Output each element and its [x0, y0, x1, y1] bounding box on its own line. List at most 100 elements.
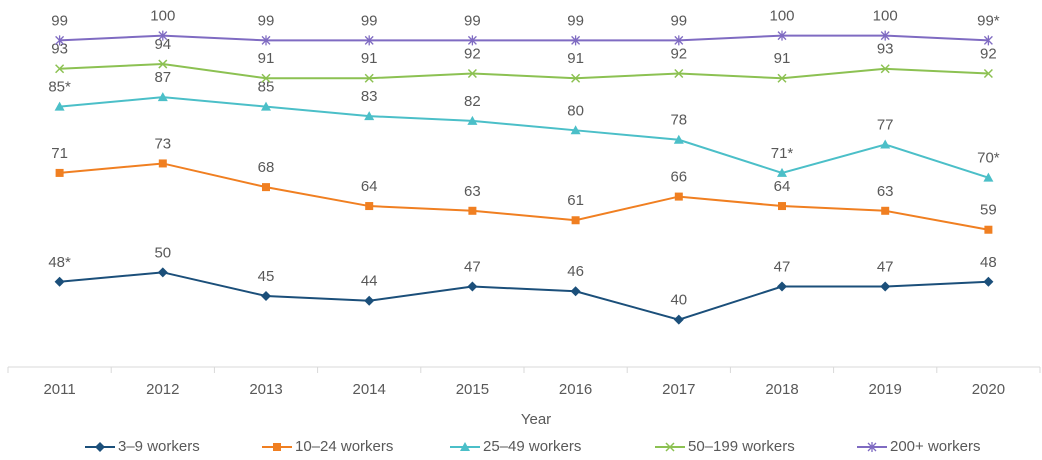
series: 48* 50 45 44 47 46 40 47 47 48 [48, 244, 997, 325]
data-label: 78 [670, 112, 687, 129]
line [59, 34, 989, 42]
data-label: 91 [567, 50, 584, 67]
data-label: 93 [877, 41, 894, 58]
data-label: 71 [51, 145, 68, 162]
marker [460, 442, 470, 451]
data-label: 100 [873, 8, 898, 25]
marker [261, 101, 271, 111]
data-label: 66 [670, 169, 687, 186]
marker [55, 35, 65, 46]
marker [54, 101, 65, 111]
marker [261, 73, 271, 83]
data-label: 99* [977, 12, 1000, 29]
marker [665, 442, 675, 452]
data-label: 99 [567, 12, 584, 29]
marker [157, 92, 168, 102]
legend-label: 3–9 workers [118, 438, 200, 455]
series: 93 94 91 91 92 91 92 91 93 92 [51, 36, 997, 83]
data-label: 70* [977, 150, 1000, 167]
data-label: 99 [361, 12, 378, 29]
data-label: 91 [774, 50, 791, 67]
line [59, 162, 989, 231]
series: 85* 87 85 83 82 80 78 71* 77 70* [48, 69, 1000, 182]
data-label: 48* [48, 254, 71, 271]
legend-item: 10–24 workers [262, 438, 393, 455]
marker [261, 290, 271, 301]
x-tick-label: 2014 [353, 381, 386, 398]
data-label: 100 [150, 8, 175, 25]
data-label: 92 [670, 45, 687, 62]
marker [158, 59, 168, 69]
marker [674, 192, 683, 201]
data-label: 77 [877, 116, 894, 133]
data-label: 73 [154, 135, 171, 152]
marker [467, 115, 478, 125]
legend-item: 25–49 workers [450, 438, 581, 455]
marker [467, 35, 477, 46]
marker [674, 35, 684, 46]
x-tick-label: 2017 [662, 381, 695, 398]
data-label: 87 [154, 69, 171, 86]
marker [674, 68, 684, 79]
marker [880, 64, 890, 74]
data-label: 99 [51, 12, 68, 29]
marker [867, 442, 877, 452]
marker [571, 216, 580, 225]
marker [571, 73, 581, 83]
marker [467, 68, 477, 79]
legend-label: 25–49 workers [483, 438, 581, 455]
data-label: 61 [567, 192, 584, 209]
marker [881, 206, 890, 215]
data-label: 50 [154, 244, 171, 261]
marker [467, 281, 478, 292]
marker [570, 286, 581, 297]
marker [983, 68, 993, 79]
marker [158, 30, 168, 41]
marker [777, 30, 787, 41]
data-label: 93 [51, 41, 68, 58]
data-label: 92 [980, 45, 997, 62]
data-label: 68 [258, 159, 275, 176]
data-label: 44 [361, 273, 378, 290]
marker [54, 276, 65, 287]
marker [468, 206, 477, 215]
marker [778, 202, 786, 211]
legend-item: 3–9 workers [85, 438, 200, 455]
marker [364, 295, 375, 306]
data-label: 80 [567, 102, 584, 119]
data-label: 99 [464, 12, 481, 29]
marker [777, 281, 787, 292]
data-label: 94 [154, 36, 171, 53]
x-tick-label: 2018 [765, 381, 798, 398]
x-tick-label: 2019 [869, 381, 902, 398]
data-label: 48 [980, 254, 997, 271]
legend-item: 50–199 workers [655, 438, 795, 455]
marker [777, 73, 787, 83]
data-label: 47 [774, 258, 791, 275]
marker [880, 30, 890, 41]
marker [95, 442, 105, 452]
data-label: 64 [774, 178, 791, 195]
data-label: 47 [464, 258, 481, 275]
marker [570, 125, 581, 135]
marker [157, 267, 168, 278]
marker [777, 167, 787, 177]
marker [365, 202, 374, 211]
marker [261, 35, 271, 46]
series: 99 100 99 99 99 99 99 100 100 99* [51, 8, 1000, 46]
marker [158, 159, 167, 168]
x-tick-label: 2012 [146, 381, 179, 398]
data-label: 82 [464, 93, 481, 110]
line [59, 271, 989, 321]
marker [571, 35, 581, 46]
data-label: 91 [361, 50, 378, 67]
marker [55, 64, 65, 74]
legend-item: 200+ workers [857, 438, 980, 455]
x-tick-label: 2016 [559, 381, 592, 398]
marker [880, 139, 891, 149]
marker [273, 443, 281, 451]
data-label: 92 [464, 45, 481, 62]
x-tick-label: 2015 [456, 381, 489, 398]
marker [262, 183, 270, 192]
